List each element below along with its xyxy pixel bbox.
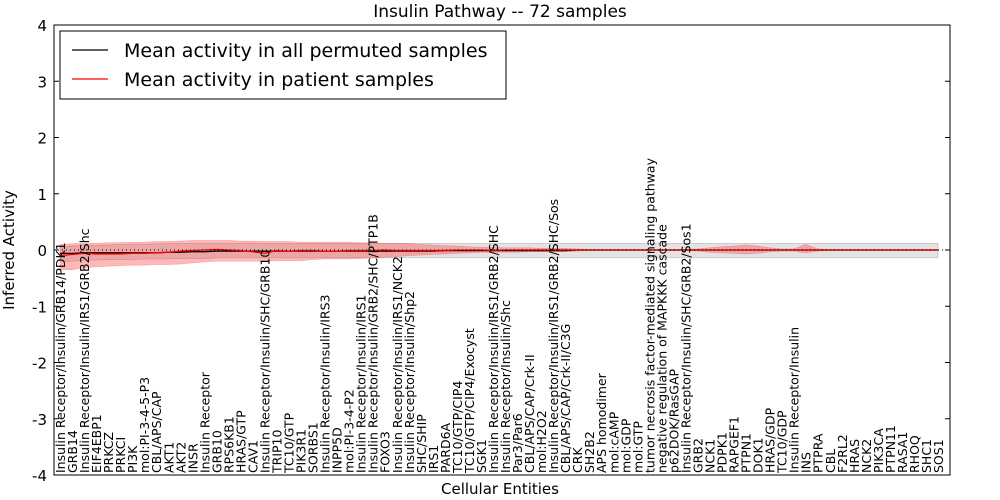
legend-label-patient: Mean activity in patient samples [124,69,434,91]
x-category-label: INSR [185,443,200,473]
x-category-label: CAV1 [245,440,260,473]
x-category-label: APS homodimer [594,372,609,473]
x-category-label: TC10/GDP [775,410,790,474]
y-tick-label: 4 [37,17,47,35]
x-category-label: TC10/GTP/CIP4/Exocyst [462,328,477,474]
x-category-label: INPP5D [330,427,345,473]
y-tick-label: 2 [37,130,47,148]
x-category-label: mol:H2O2 [534,410,549,473]
x-category-label: RASA1 [895,432,910,473]
x-category-label: CBL/APS/CAP/Crk-II/C3G [558,324,573,473]
y-tick-label: 1 [37,186,47,204]
x-axis-title: Cellular Entities [441,480,559,498]
x-category-label: SGK1 [474,439,489,473]
y-tick-label: -3 [32,411,47,429]
x-category-label: TRIP10 [269,430,284,474]
x-category-label: Insulin Receptor/Insulin/SHC/GRB10 [257,250,272,473]
x-category-label: PI3K [125,445,140,473]
x-category-label: Insulin Receptor/Insulin/IRS1/GRB2/SHC/S… [546,199,561,473]
x-category-label: TC10/GTP [282,412,297,474]
x-category-label: mol:PI-3-4-5-P3 [137,377,152,473]
legend-box [59,30,507,100]
x-category-label: GRB14 [65,430,80,473]
x-category-label: HRAS/GDP [763,407,778,473]
plot-frame [53,24,951,476]
x-category-label: SORBS1 [306,422,321,473]
x-category-label: mol:GDP [618,418,633,473]
y-tick-label: -1 [32,298,47,316]
x-category-label: PRKCI [113,437,128,473]
x-category-label: tumor necrosis factor-mediated signaling… [642,157,657,473]
x-category-label: negative regulation of MAPKKK cascade [654,224,669,473]
x-category-label: GRB2 [690,438,705,473]
x-category-label: CBL/APS/CAP [149,391,164,473]
x-category-label: DOK1 [751,437,766,473]
legend: Mean activity in all permuted samples Me… [59,30,507,100]
y-axis-ticks: -4 -3 -2 -1 0 1 2 3 4 [32,17,950,485]
x-category-label: AKT2 [173,442,188,473]
y-tick-label: -4 [32,467,47,485]
x-axis-labels: Insulin Receptor/Insulin/GRB14/PDK1GRB14… [53,157,946,474]
x-category-label: SH2B2 [582,431,597,473]
y-axis-title: Inferred Activity [0,190,18,310]
x-category-label: Insulin Receptor/Insulin/IRS1/GRB2/SHC [486,225,501,473]
band-permuted [59,242,939,262]
x-category-label: mol:GTP [630,421,645,473]
x-category-label: Par3/Par6 [510,413,525,473]
x-category-label: mol:cAMP [606,411,621,473]
x-category-label: SHC1 [919,439,934,473]
x-category-label: Insulin Receptor/Insulin/IRS3 [318,295,333,473]
x-category-label: PRKCZ [101,432,116,473]
x-category-label: NCK2 [859,439,874,473]
x-category-label: PTPN11 [883,425,898,473]
x-category-label: Insulin Receptor/Insulin [787,327,802,473]
x-category-label: Insulin Receptor/Insulin/GRB2/SHC/PTP1B [366,214,381,473]
x-category-label: PARD6A [438,422,453,473]
x-category-label: PIK3R1 [294,429,309,473]
x-category-label: HRAS/GTP [233,410,248,473]
x-category-label: RAPGEF1 [727,416,742,473]
x-category-label: Insulin Receptor [197,371,212,473]
x-category-label: Insulin Receptor/Insulin/GRB14/PDK1 [53,242,68,473]
x-category-label: Insulin Receptor/Insulin/IRS1/GRB2/Shc [77,228,92,473]
x-category-label: PTPN1 [739,433,754,473]
x-category-label: EIF4EBP1 [89,414,104,473]
x-category-label: IRS1 [426,445,441,473]
x-category-label: PTPRA [811,433,826,473]
x-category-label: Insulin Receptor/Insulin/Shc [498,300,513,473]
x-category-label: Insulin Receptor/Insulin/Shp2 [402,291,417,473]
x-category-label: INS [799,452,814,473]
y-tick-label: 3 [37,73,47,91]
x-category-label: SOS1 [931,439,946,473]
x-category-label: PIK3CA [871,428,886,473]
x-category-label: NCK1 [702,439,717,473]
x-category-label: GRB10 [209,430,224,473]
x-category-label: mol:PI-3-4-P2 [342,389,357,473]
x-category-label: TC10/GTP/CIP4 [450,381,465,474]
x-category-label: CBL [823,449,838,473]
x-category-label: Insulin Receptor/Insulin/SHC/GRB2/Sos1 [678,223,693,473]
x-category-label: Insulin Receptor/Insulin/IRS1 [354,295,369,473]
y-tick-label: 0 [37,242,47,260]
x-category-label: SHC/SHIP [414,414,429,473]
x-category-label: RPS6KB1 [221,416,236,473]
x-category-label: FOXO3 [378,431,393,473]
y-tick-label: -2 [32,355,47,373]
x-category-label: F2RL2 [835,434,850,473]
confidence-bands [59,240,939,270]
x-category-label: HRAS [847,439,862,473]
x-category-label: RHOQ [907,435,922,473]
x-category-label: AKT1 [161,442,176,473]
x-category-label: PDPK1 [715,432,730,473]
x-category-label: CBL/APS/CAP/Crk-II [522,354,537,473]
chart-title: Insulin Pathway -- 72 samples [373,2,627,22]
x-category-label: p62DOK/RasGAP [666,368,681,473]
x-category-label: Insulin Receptor/Insulin/IRS1/NCK2 [390,256,405,473]
legend-label-permuted: Mean activity in all permuted samples [124,40,487,62]
x-category-label: CRK [570,447,585,473]
